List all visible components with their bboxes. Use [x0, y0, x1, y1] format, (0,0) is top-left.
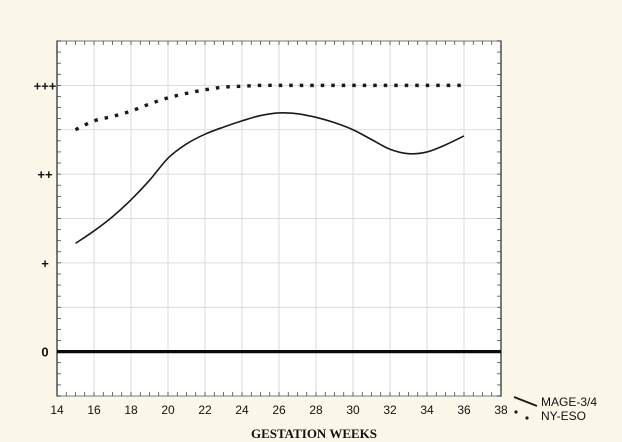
x-tick-label: 26: [272, 403, 286, 417]
y-tick-label: +++: [34, 78, 57, 93]
legend-mage-swatch: [513, 396, 538, 407]
x-tick-label: 16: [87, 403, 101, 417]
frame-ticks: [56, 40, 502, 397]
x-tick-label: 36: [457, 403, 471, 417]
x-tick-label: 32: [383, 403, 397, 417]
x-tick-label: 22: [198, 403, 212, 417]
series-lines: [74, 83, 465, 245]
legend: MAGE-3/4 NY-ESO: [513, 395, 597, 423]
y-tick-labels: 0++++++: [34, 78, 57, 359]
x-tick-label: 30: [346, 403, 360, 417]
x-tick-label: 28: [309, 403, 323, 417]
x-tick-label: 38: [494, 403, 508, 417]
x-tick-label: 24: [235, 403, 249, 417]
legend-nyeso-dot-2: [525, 416, 529, 420]
x-axis-label: GESTATION WEEKS: [251, 426, 377, 441]
legend-nyeso-dot-1: [514, 410, 518, 414]
x-tick-label: 34: [420, 403, 434, 417]
x-tick-label: 20: [161, 403, 175, 417]
y-tick-label: +: [41, 256, 49, 271]
series-line-ny-eso: [74, 83, 464, 132]
y-tick-label: 0: [41, 345, 48, 360]
x-tick-labels: 14 16 18 20 22 24 26 28 30 32 34 36 38: [50, 403, 508, 417]
series-line-mage-3-4: [75, 111, 465, 245]
x-tick-label: 18: [124, 403, 138, 417]
y-tick-label: ++: [37, 167, 53, 182]
legend-mage-label: MAGE-3/4: [541, 395, 597, 409]
legend-nyeso-label: NY-ESO: [541, 409, 586, 423]
x-tick-label: 14: [50, 403, 64, 417]
